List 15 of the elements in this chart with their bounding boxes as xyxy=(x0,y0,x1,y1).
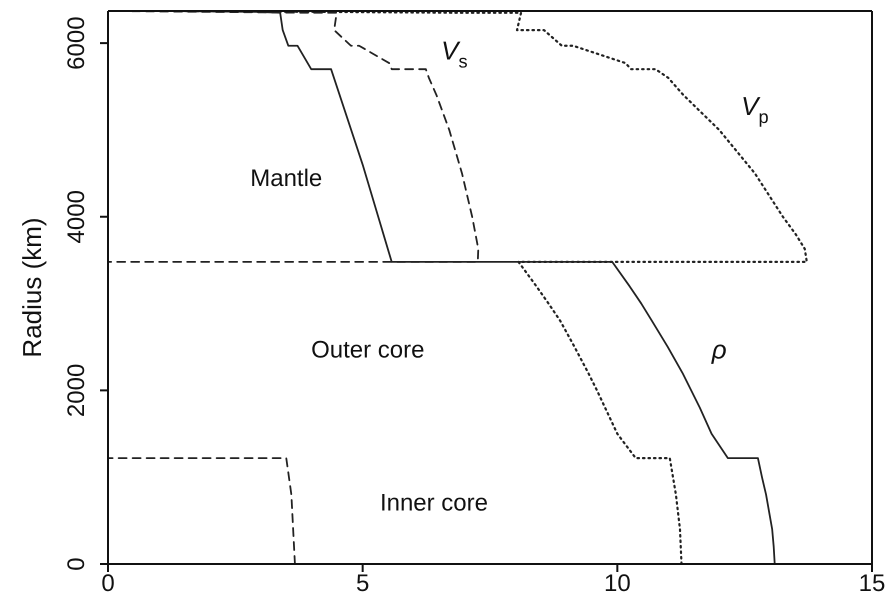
x-tick-label: 10 xyxy=(604,570,631,598)
series-label: V$_{p}$ xyxy=(741,91,769,128)
annotation: Outer core xyxy=(311,336,424,364)
x-tick-label: 15 xyxy=(858,570,886,598)
y-tick-label: 0 xyxy=(63,557,90,571)
annotation: Mantle xyxy=(250,164,322,192)
series-label: ρ xyxy=(710,334,727,364)
y-tick-label: 6000 xyxy=(63,16,90,70)
y-tick-label: 4000 xyxy=(63,190,90,244)
series-label: V$_{s}$ xyxy=(441,36,468,72)
y-axis-title: Radius (km) xyxy=(16,217,47,358)
y-tick-label: 2000 xyxy=(63,364,90,418)
x-tick-label: 0 xyxy=(101,570,115,598)
annotation: Inner core xyxy=(380,489,488,516)
x-tick-label: 5 xyxy=(356,570,370,598)
